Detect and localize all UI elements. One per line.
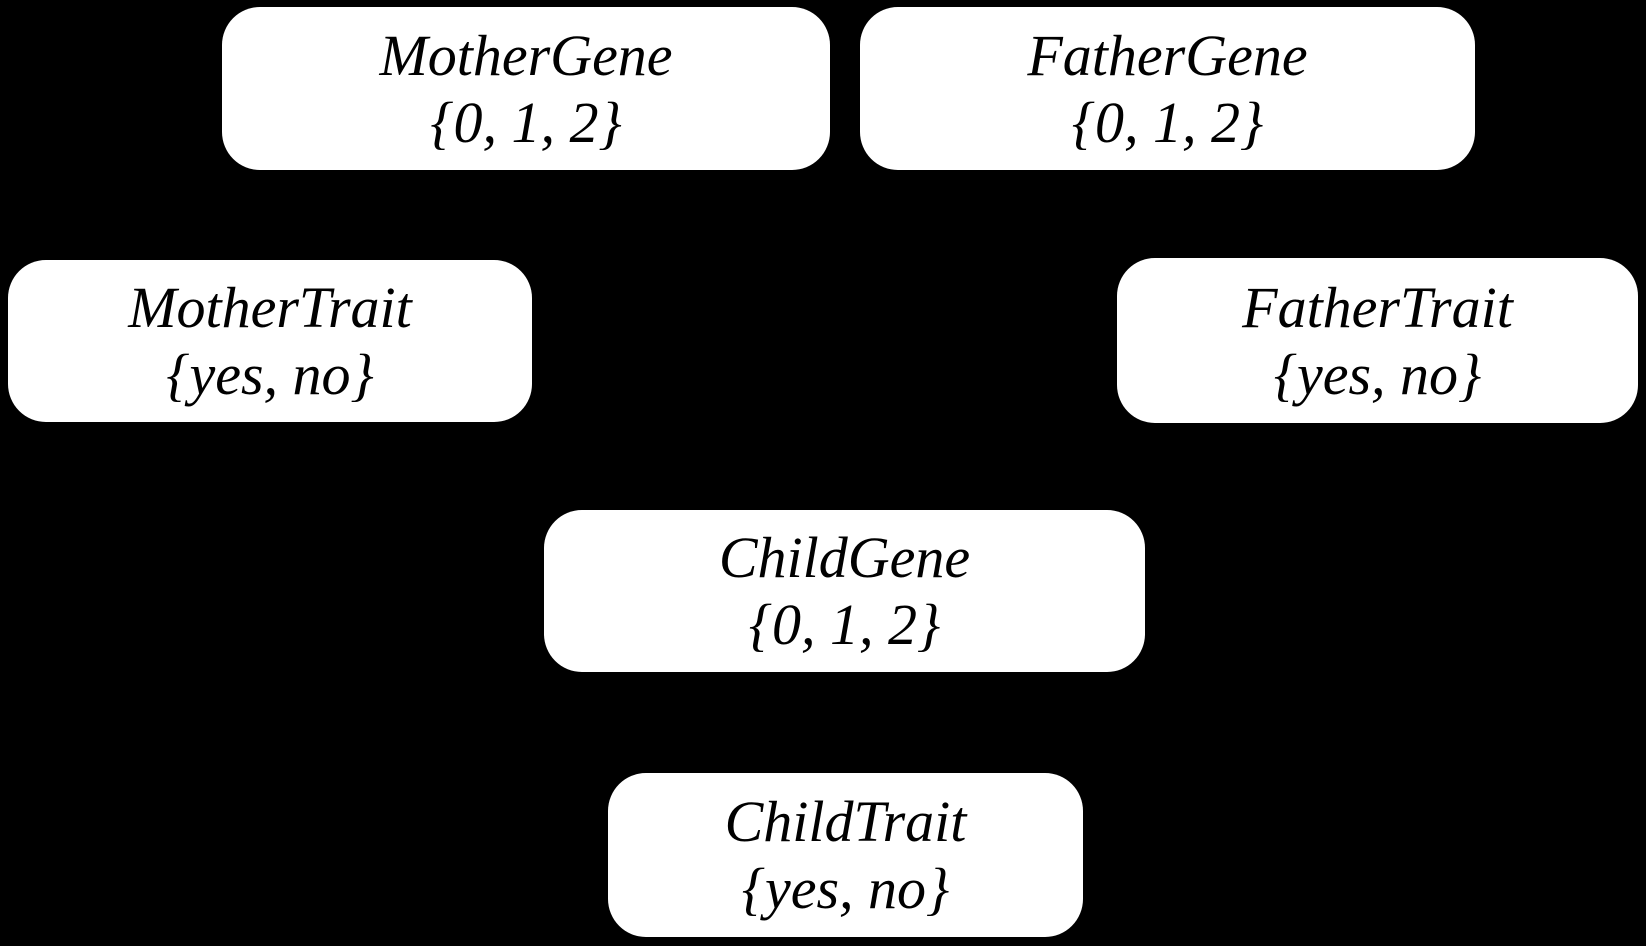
node-child-trait: ChildTrait {yes, no} xyxy=(608,773,1083,937)
node-mother-gene-label: MotherGene xyxy=(379,22,673,88)
node-father-trait-label: FatherTrait xyxy=(1242,274,1513,340)
node-mother-gene: MotherGene {0, 1, 2} xyxy=(222,7,830,170)
node-father-trait-domain: {yes, no} xyxy=(1273,341,1482,407)
node-father-gene-label: FatherGene xyxy=(1027,22,1308,88)
node-child-gene-domain: {0, 1, 2} xyxy=(748,592,941,657)
node-child-gene: ChildGene {0, 1, 2} xyxy=(544,510,1145,672)
node-father-gene: FatherGene {0, 1, 2} xyxy=(860,7,1475,170)
node-father-gene-domain: {0, 1, 2} xyxy=(1071,89,1264,155)
node-child-gene-label: ChildGene xyxy=(718,525,971,590)
node-child-trait-label: ChildTrait xyxy=(724,789,967,854)
node-mother-trait-domain: {yes, no} xyxy=(166,342,374,407)
node-mother-trait-label: MotherTrait xyxy=(128,275,412,340)
node-father-trait: FatherTrait {yes, no} xyxy=(1117,258,1638,423)
node-child-trait-domain: {yes, no} xyxy=(741,856,950,921)
node-mother-trait: MotherTrait {yes, no} xyxy=(8,260,532,422)
node-mother-gene-domain: {0, 1, 2} xyxy=(430,89,622,155)
